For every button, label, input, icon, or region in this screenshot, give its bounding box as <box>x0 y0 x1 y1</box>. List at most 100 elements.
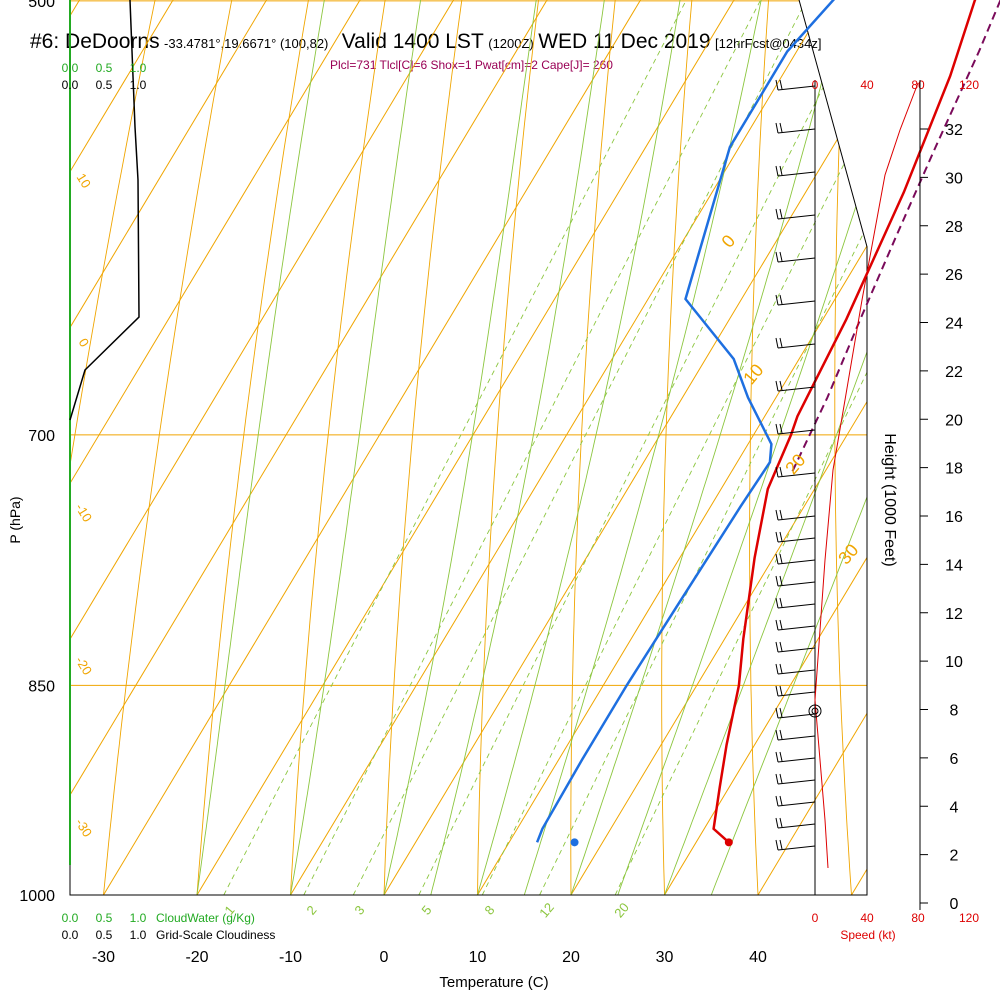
wind-barb-shaft <box>777 386 816 392</box>
wind-barb-flag <box>779 337 783 348</box>
wind-barb-flag <box>779 208 783 219</box>
height-tick-label: 18 <box>945 461 963 478</box>
cloudwater-title: CloudWater (g/Kg) <box>156 911 255 925</box>
wind-barb-flag <box>775 707 779 719</box>
wind-barb-shaft <box>777 128 816 134</box>
isotherm-line <box>196 0 867 895</box>
mixing-ratio-label: 8 <box>481 903 497 918</box>
dry-adiabat-line <box>196 0 497 895</box>
wind-barb-flag <box>779 466 783 477</box>
height-tick-label: 4 <box>950 799 959 816</box>
dry-adiabat-line <box>570 0 749 895</box>
wind-barb-flag <box>775 817 779 829</box>
cloudiness-top-label: 1.0 <box>130 78 147 92</box>
wind-barb-flag <box>779 839 783 850</box>
dry-adiabat-line <box>70 0 371 895</box>
cloudiness-top-label: 0.0 <box>62 78 79 92</box>
mixing-ratio-line <box>418 0 867 895</box>
wind-barb-flag <box>775 773 779 785</box>
temperature-tick-label: 10 <box>469 949 487 966</box>
speed-axis-label: Speed (kt) <box>840 928 895 942</box>
wind-barb-shaft <box>777 669 816 675</box>
wind-barb-flag <box>775 597 779 609</box>
wind-barb-flag <box>779 817 783 828</box>
isotherm-line <box>383 0 867 895</box>
wind-barb-flag <box>779 122 783 133</box>
wind-barb-shaft <box>777 472 816 478</box>
wind-barb-flag <box>779 729 783 740</box>
height-tick-label: 8 <box>950 703 959 720</box>
isotherm-line <box>664 0 867 895</box>
plot-border <box>69 0 868 896</box>
wind-barb-shaft <box>777 735 816 741</box>
mixing-ratio-line <box>481 0 867 895</box>
speed-tick-top: 120 <box>959 78 979 92</box>
wind-barb-flag <box>779 773 783 784</box>
height-tick-label: 32 <box>945 122 963 139</box>
y-axis-label: P (hPa) <box>7 496 23 543</box>
dry-adiabat-line <box>383 0 623 895</box>
isotherm-line <box>70 0 867 895</box>
valid-time: Valid 1400 LST <box>341 30 484 53</box>
forecast-info: [12hrFcst@0434z] <box>715 36 822 51</box>
wind-barb-shaft <box>777 691 816 697</box>
height-axis-label: Height (1000 Feet) <box>881 433 898 566</box>
isotherm-label-right: 0 <box>718 231 740 252</box>
wind-barb-flag <box>775 685 779 697</box>
pressure-tick-label: 850 <box>28 678 55 695</box>
wind-barb-flag <box>775 380 779 392</box>
wind-barb-flag <box>779 531 783 542</box>
pressure-tick-label: 700 <box>28 428 55 445</box>
isotherm-line <box>70 0 429 895</box>
pressure-tick-label: 1000 <box>19 888 55 905</box>
wind-barbs <box>775 79 816 851</box>
sounding-stats: Plcl=731 Tlcl[C]=6 Shox=1 Pwat[cm]=2 Cap… <box>330 58 613 72</box>
wind-barb-shaft <box>777 823 816 829</box>
height-tick-label: 16 <box>945 509 963 526</box>
isotherm-line <box>70 0 523 895</box>
wind-barb-flag <box>775 423 779 435</box>
wind-barb-flag <box>779 553 783 564</box>
isotherm-line <box>103 0 867 895</box>
wind-barb-flag <box>775 575 779 587</box>
wind-barb-flag <box>775 294 779 306</box>
wind-barb-flag <box>779 251 783 262</box>
isotherm-label: -10 <box>72 501 95 525</box>
wind-barb-flag <box>775 839 779 851</box>
pressure-tick-label: 500 <box>28 0 55 11</box>
moist-adiabat-line <box>617 0 867 895</box>
dry-adiabat-line <box>103 0 434 895</box>
wind-barb-flag <box>779 663 783 674</box>
mixing-ratio-label: 12 <box>536 900 557 921</box>
moist-adiabat-line <box>430 0 750 895</box>
height-tick-label: 0 <box>950 896 959 913</box>
height-tick-label: 6 <box>950 751 959 768</box>
moist-adiabat-line <box>383 0 689 895</box>
cloudwater-bottom-label: 1.0 <box>130 911 147 925</box>
temperature-tick-label: -10 <box>279 949 302 966</box>
cloudiness-top-label: 0.5 <box>96 78 113 92</box>
wind-barb-flag <box>779 685 783 696</box>
dry-adiabat-line <box>290 0 560 895</box>
station-name: #6: DeDoorns <box>30 30 160 53</box>
wind-barb-flag <box>775 79 779 91</box>
x-axis-label: Temperature (C) <box>439 974 548 991</box>
wind-barb-shaft <box>777 85 816 91</box>
cloudiness-bottom-label: 0.0 <box>62 928 79 942</box>
cloudiness-title: Grid-Scale Cloudiness <box>156 928 275 942</box>
wind-barb-shaft <box>777 801 816 807</box>
moist-adiabat-line <box>290 0 591 895</box>
cloudwater-top-label: 1.0 <box>130 61 147 75</box>
height-tick-label: 24 <box>945 316 963 333</box>
isotherm-label: 10 <box>74 171 94 191</box>
wind-barb-flag <box>779 165 783 176</box>
isotherm-line <box>70 0 336 895</box>
moist-adiabat-line <box>477 0 822 895</box>
mixing-ratio-label: 20 <box>611 900 632 921</box>
mixing-ratio-label: 3 <box>351 903 367 918</box>
temperature-tick-label: 40 <box>749 949 767 966</box>
wind-barb-flag <box>779 423 783 434</box>
wind-barb-shaft <box>777 581 816 587</box>
isotherm-label: -20 <box>72 654 95 678</box>
wind-barb-shaft <box>777 515 816 521</box>
